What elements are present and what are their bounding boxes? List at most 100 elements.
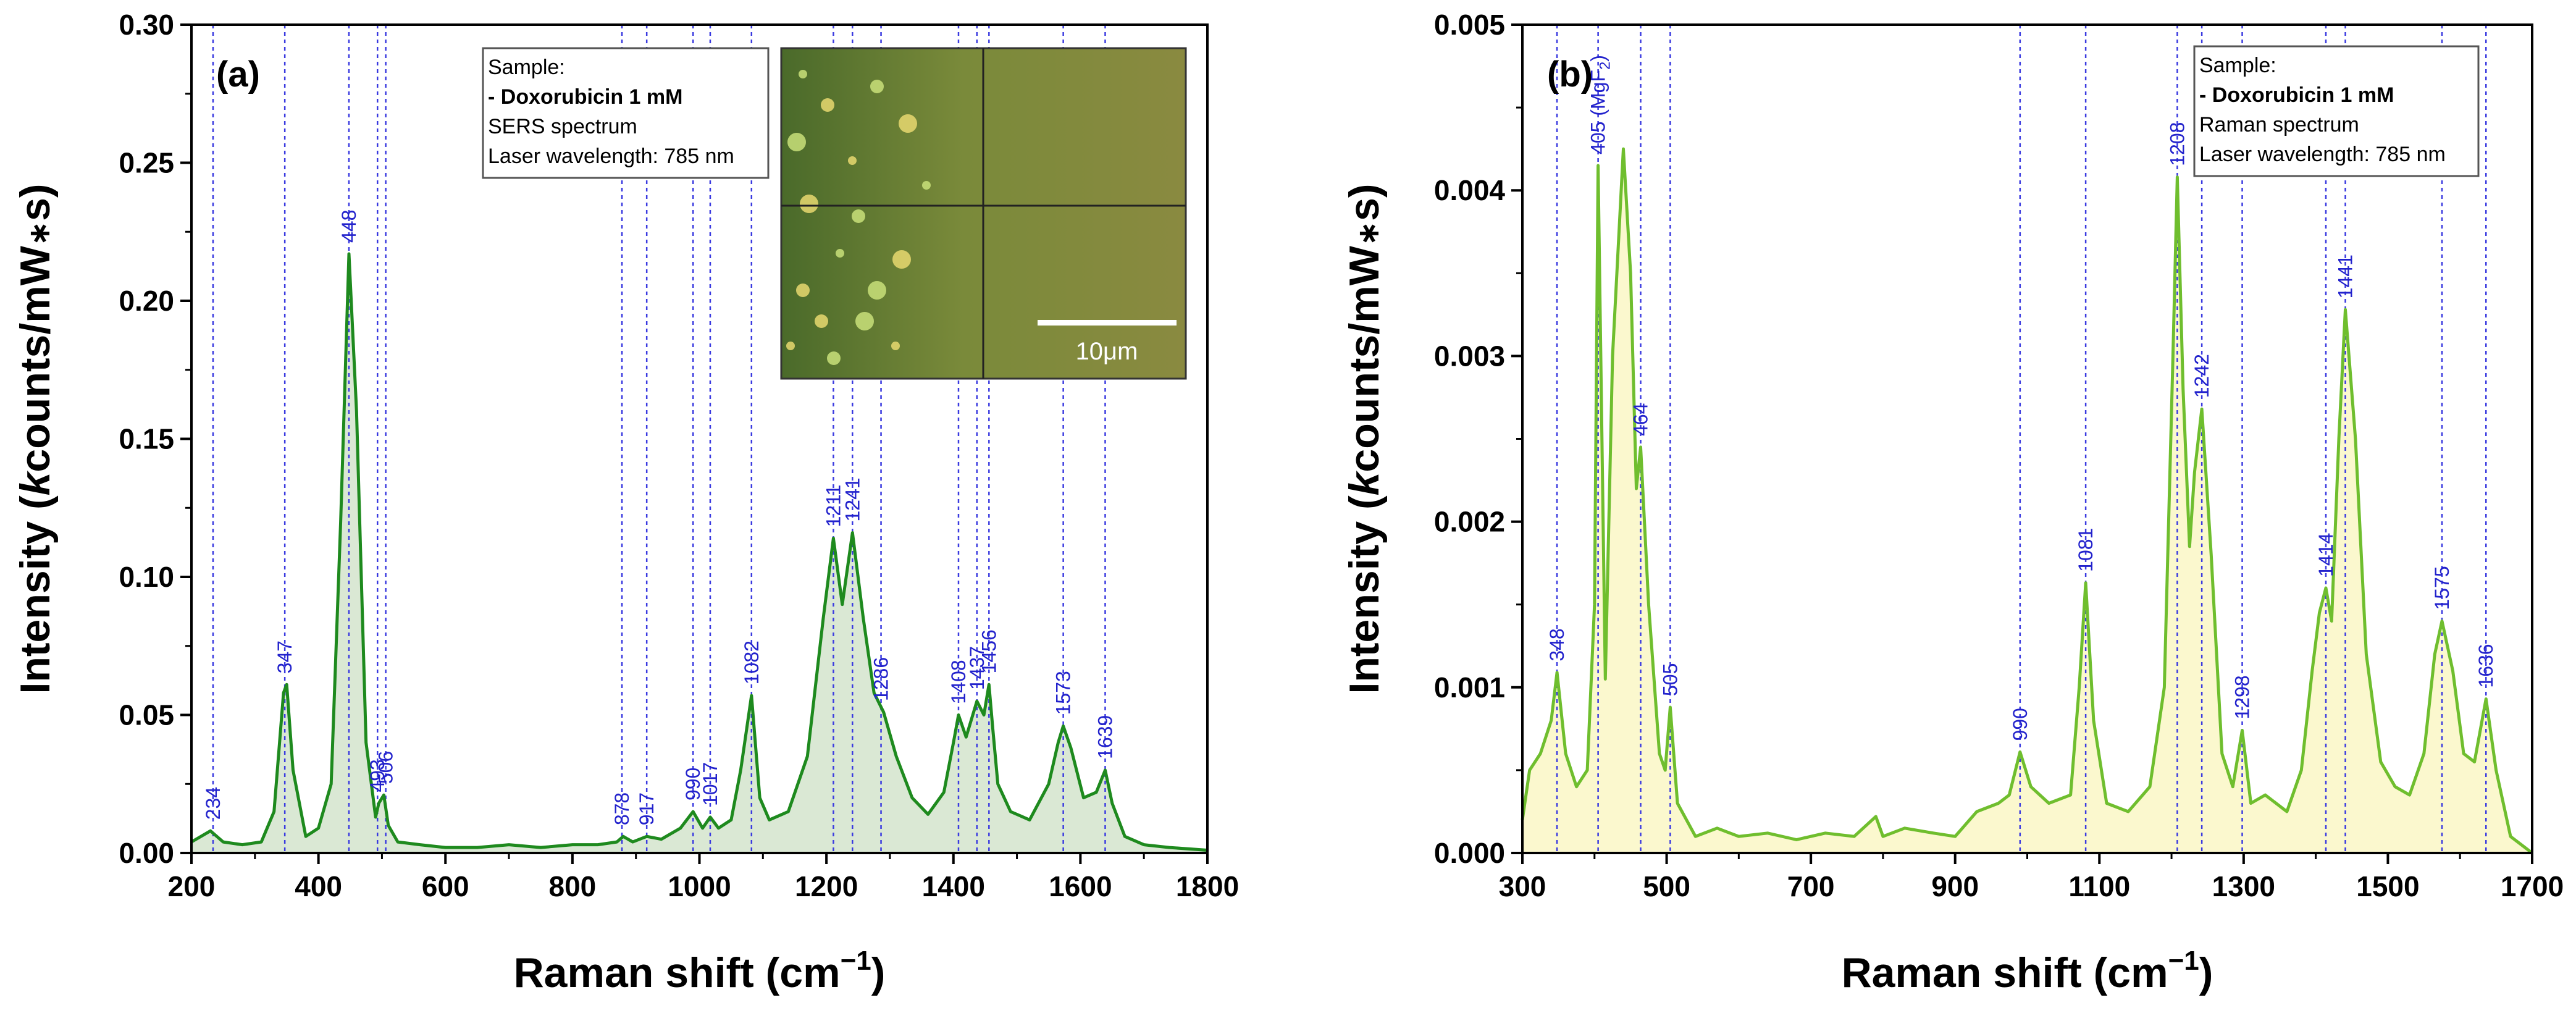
peak-label-1017: 1017	[699, 762, 721, 806]
x-axis-title: Raman shift (cm−1)	[514, 946, 886, 996]
x-tick-label: 500	[1643, 870, 1690, 902]
spectrum-line	[1521, 147, 2533, 854]
peak-label-878: 878	[611, 792, 633, 825]
sers-hotspot	[827, 351, 841, 365]
peak-label-1208: 1208	[2166, 122, 2188, 166]
legend-laser: Laser wavelength: 785 nm	[2199, 143, 2446, 166]
legend: Sample: - Doxorubicin 1 mM SERS spectrum La…	[482, 47, 770, 179]
y-tick-label: 0.30	[119, 9, 174, 41]
legend-type: SERS spectrum	[488, 115, 637, 138]
legend-laser: Laser wavelength: 785 nm	[488, 145, 734, 168]
sers-hotspot	[786, 342, 795, 350]
y-tick-label: 0.003	[1434, 340, 1505, 372]
sers-hotspot	[899, 114, 917, 133]
peak-label-505: 505	[1659, 663, 1681, 696]
y-tick-label: 0.000	[1434, 837, 1505, 869]
y-tick-label: 0.20	[119, 285, 174, 317]
y-tick-label: 0.005	[1434, 9, 1505, 41]
scale-bar	[1038, 320, 1177, 326]
x-tick-label: 700	[1787, 870, 1835, 902]
peak-label-493: 493	[366, 759, 388, 792]
peak-label-1456: 1456	[978, 629, 1000, 673]
y-tick-label: 0.002	[1434, 506, 1505, 538]
panel-label: (a)	[216, 54, 260, 95]
peak-label-405: 405 (MgF2)	[1587, 55, 1614, 154]
peak-label-1242: 1242	[2191, 354, 2213, 398]
peak-label-1081: 1081	[2075, 528, 2097, 572]
sers-hotspot	[799, 70, 807, 78]
peak-label-1241: 1241	[841, 477, 863, 521]
x-tick-label: 1300	[2212, 870, 2275, 902]
x-tick-label: 1500	[2356, 870, 2419, 902]
peak-label-917: 917	[636, 792, 658, 825]
peak-label-1441: 1441	[2335, 254, 2357, 298]
sers-hotspot	[892, 250, 911, 269]
x-tick-label: 200	[168, 870, 216, 902]
y-tick-label: 0.00	[119, 837, 174, 869]
peak-label-1211: 1211	[822, 485, 844, 527]
x-tick-label: 1400	[922, 870, 985, 902]
y-tick-label: 0.05	[119, 699, 174, 731]
scale-bar-label: 10μm	[1076, 338, 1138, 365]
panel-b: 348 405 (MgF2) 464 505 990 1081 1208 1242 1298 14…	[1341, 9, 2564, 996]
spectrum-line	[190, 252, 1208, 852]
peak-label-347: 347	[274, 641, 296, 673]
sers-hotspot	[848, 156, 857, 165]
sers-hotspot	[796, 284, 810, 297]
peak-label-1636: 1636	[2475, 644, 2497, 687]
peak-label-990: 990	[682, 768, 704, 800]
sers-hotspot	[868, 281, 886, 300]
peak-label-990: 990	[2009, 708, 2031, 741]
x-tick-label: 1000	[668, 870, 731, 902]
x-tick-label: 300	[1499, 870, 1546, 902]
x-axis-title: Raman shift (cm−1)	[1842, 946, 2213, 996]
peak-label-1082: 1082	[740, 641, 763, 684]
sers-hotspot	[852, 209, 865, 223]
sers-hotspot	[815, 314, 828, 328]
peak-label-1639: 1639	[1094, 715, 1116, 759]
sers-hotspot	[821, 98, 834, 112]
spectrum-fill	[191, 254, 1207, 853]
sers-hotspot	[836, 249, 844, 258]
x-tick-label: 1700	[2501, 870, 2564, 902]
x-tick-label: 1200	[795, 870, 858, 902]
legend-box	[482, 47, 770, 179]
peak-label-1414: 1414	[2315, 533, 2337, 577]
legend-sample: - Doxorubicin 1 mM	[2199, 83, 2394, 107]
peak-label-1408: 1408	[947, 660, 970, 704]
panel-label: (b)	[1547, 54, 1593, 95]
y-tick-label: 0.001	[1434, 671, 1505, 704]
inset-micrograph: 10μm	[780, 47, 1187, 380]
spectrum-fill	[1522, 149, 2532, 854]
sers-hotspot	[870, 80, 884, 93]
peak-label-348: 348	[1546, 628, 1568, 661]
y-tick-label: 0.25	[119, 147, 174, 179]
y-tick-label: 0.004	[1434, 174, 1506, 206]
sers-hotspot	[800, 195, 818, 213]
sers-hotspot	[891, 342, 900, 350]
peak-label-464: 464	[1630, 403, 1652, 436]
sers-hotspot	[787, 133, 806, 151]
legend-box	[2193, 45, 2480, 177]
peak-label-1437: 1437	[966, 646, 988, 690]
legend: Sample: - Doxorubicin 1 mM Raman spectrum L…	[2193, 45, 2480, 177]
y-axis-title: Intensity (kcounts/mW∗s)	[1341, 183, 1388, 694]
legend-title: Sample:	[2199, 54, 2276, 77]
legend-title: Sample:	[488, 56, 565, 79]
peak-label-1286: 1286	[870, 657, 892, 701]
peak-label-1575: 1575	[2431, 566, 2453, 610]
peak-label-448: 448	[338, 210, 360, 243]
x-tick-label: 1800	[1176, 870, 1239, 902]
peak-label-1298: 1298	[2231, 675, 2254, 719]
y-tick-label: 0.10	[119, 561, 174, 593]
x-tick-label: 900	[1931, 870, 1979, 902]
legend-type: Raman spectrum	[2199, 113, 2359, 137]
peak-label-234: 234	[202, 787, 224, 820]
x-tick-label: 800	[549, 870, 597, 902]
x-tick-label: 400	[295, 870, 342, 902]
y-axis-title: Intensity (kcounts/mW∗s)	[12, 183, 59, 694]
x-tick-label: 600	[422, 870, 469, 902]
legend-sample: - Doxorubicin 1 mM	[488, 85, 682, 109]
